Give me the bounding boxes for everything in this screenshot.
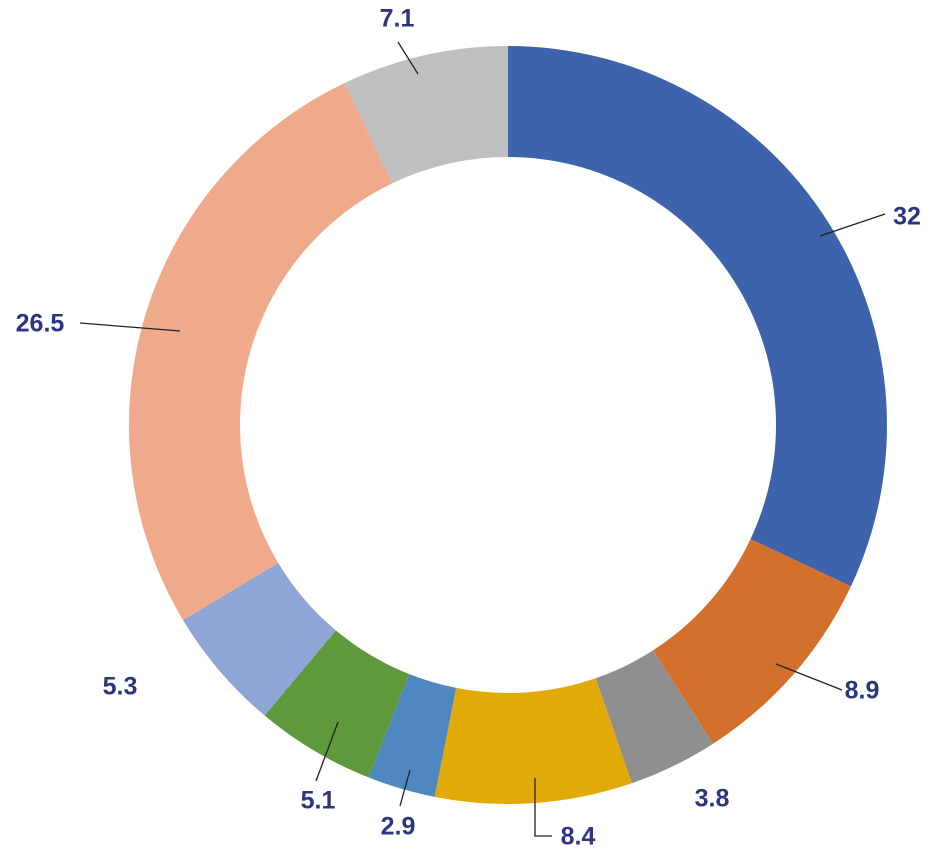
data-label: 26.5 <box>16 310 65 338</box>
chart: 32 8.9 3.8 8.4 2.9 5.1 5.3 26.5 7.1 <box>0 0 930 852</box>
data-label: 8.4 <box>561 823 596 851</box>
donut-slice <box>129 83 392 620</box>
data-label: 2.9 <box>381 813 416 841</box>
data-label: 3.8 <box>695 785 730 813</box>
donut-slice <box>508 46 887 586</box>
page: 328.93.88.42.95.15.326.57.1 (() => { con… <box>0 0 930 852</box>
data-label: 5.3 <box>103 673 138 701</box>
data-label: 5.1 <box>301 787 336 815</box>
data-label: 7.1 <box>380 5 415 33</box>
data-label: 32 <box>893 203 921 231</box>
data-label: 8.9 <box>845 677 880 705</box>
